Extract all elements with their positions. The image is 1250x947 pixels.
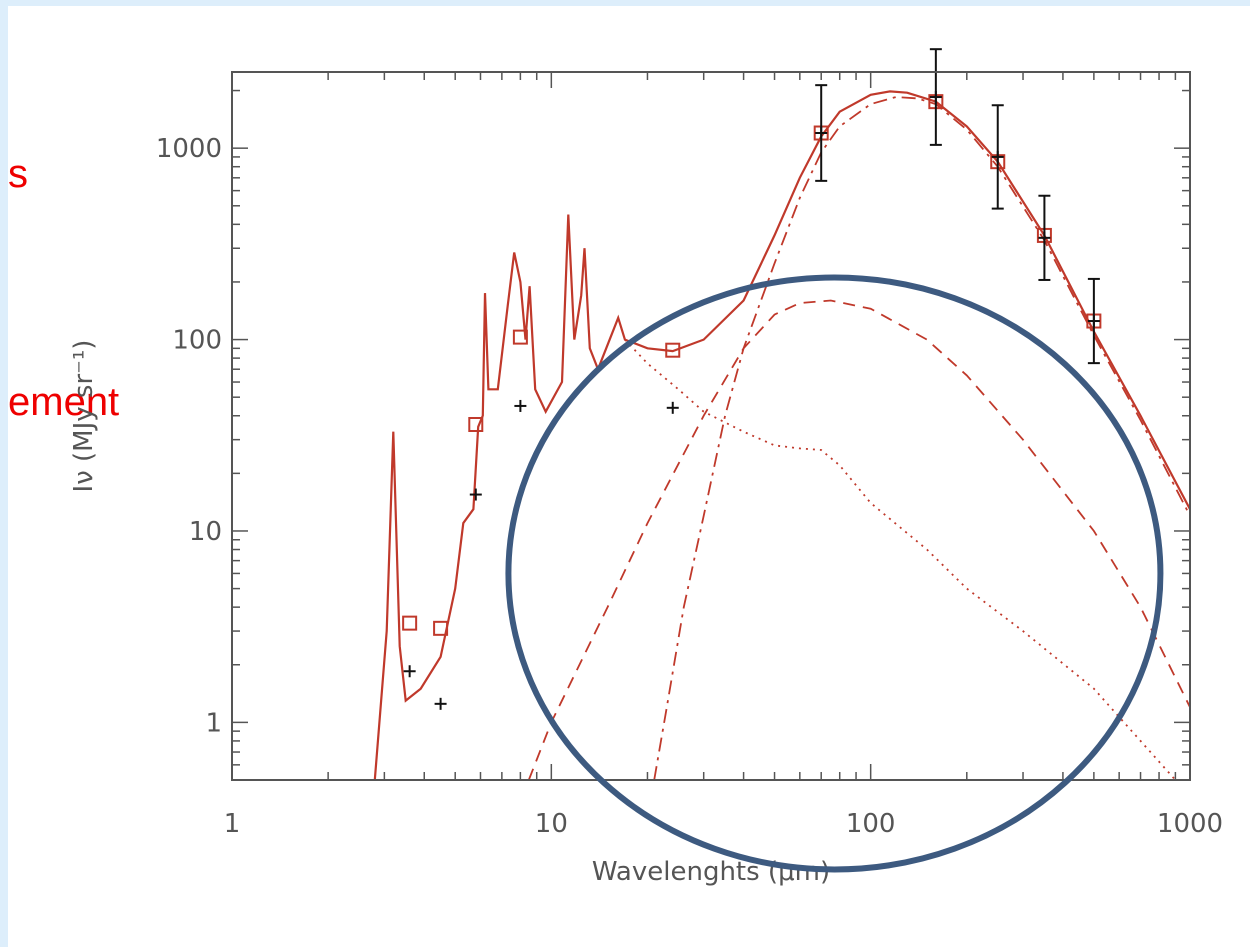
plot-frame xyxy=(231,71,1191,781)
y-axis-title: Iν (MJy sr⁻¹) xyxy=(69,340,99,493)
model-point xyxy=(433,620,449,636)
model-point xyxy=(512,329,528,345)
observed-point xyxy=(1087,277,1100,365)
observed-point xyxy=(815,84,828,182)
observed-point xyxy=(403,665,416,678)
observed-point xyxy=(991,104,1004,210)
slide-text-fragment-top: s xyxy=(8,152,28,196)
x-tick-label: 10 xyxy=(535,809,568,839)
y-tick-label: 1000 xyxy=(156,134,222,164)
highlight-circle xyxy=(505,274,1164,873)
x-tick-label: 100 xyxy=(846,809,896,839)
model-point xyxy=(402,615,418,631)
series-line-dashdot xyxy=(653,96,1190,780)
x-tick-label: 1000 xyxy=(1157,809,1223,839)
model-point xyxy=(468,416,484,432)
observed-point xyxy=(434,697,447,710)
series-line-dotted xyxy=(624,338,1177,780)
y-tick-label: 10 xyxy=(189,517,222,547)
observed-point xyxy=(514,399,527,412)
x-axis-title: Wavelenghts (μm) xyxy=(592,857,830,887)
x-tick-label: 1 xyxy=(224,809,241,839)
series-line-dashed xyxy=(527,299,1190,780)
tick-labels: 1 10 100 1000 1 10 100 1000 xyxy=(156,134,1223,839)
y-tick-label: 1 xyxy=(205,708,222,738)
data-points xyxy=(402,48,1102,710)
axis-ticks xyxy=(232,72,1190,780)
observed-point xyxy=(1038,194,1051,281)
slide-text-fragment-bottom: ement xyxy=(8,380,120,424)
observed-point xyxy=(666,401,679,414)
observed-point xyxy=(469,488,482,501)
series-line-solid xyxy=(373,90,1190,780)
model-curves xyxy=(373,90,1190,780)
observed-point xyxy=(929,48,942,146)
model-point xyxy=(665,342,681,358)
y-tick-label: 100 xyxy=(172,326,222,356)
